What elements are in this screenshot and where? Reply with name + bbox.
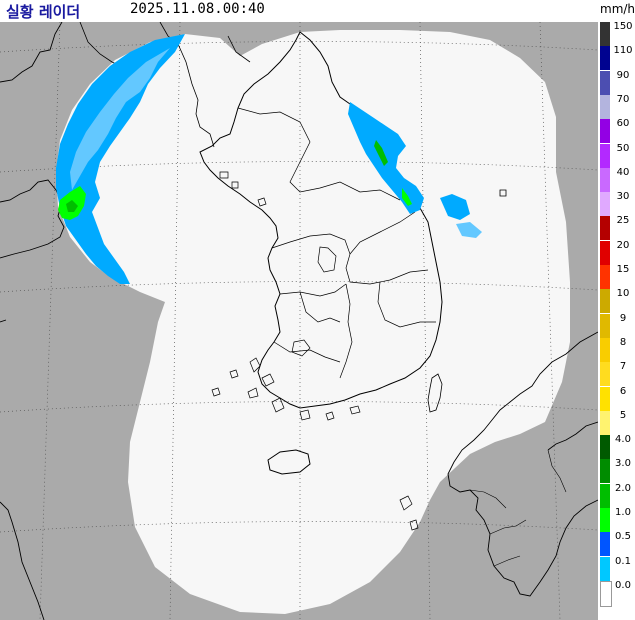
legend-swatch — [600, 289, 610, 314]
header-bar: 실황 레이더 2025.11.08.00:40 mm/h — [0, 0, 635, 22]
legend-swatch — [600, 435, 610, 460]
legend-label: 25 — [616, 215, 630, 227]
legend-item: 50 — [599, 142, 635, 168]
legend-swatch — [600, 483, 610, 508]
observation-timestamp: 2025.11.08.00:40 — [130, 1, 265, 17]
legend-item: 15 — [599, 264, 635, 289]
legend-swatch — [600, 240, 610, 265]
legend-label: 110 — [613, 45, 633, 57]
rain-echo-west-heavy-2 — [66, 200, 78, 212]
legend-item: 4.0 — [599, 434, 635, 460]
legend-item: 2.0 — [599, 482, 635, 508]
legend-label: 9 — [619, 312, 627, 324]
legend-swatch — [600, 459, 610, 484]
legend-item: 110 — [599, 45, 635, 71]
legend-label: 10 — [616, 288, 630, 300]
legend-label: 0.0 — [615, 579, 631, 591]
legend-item: 40 — [599, 166, 635, 192]
legend-swatch — [600, 386, 610, 411]
legend-swatch — [600, 265, 610, 289]
rain-echo-east-heavy-2 — [402, 188, 412, 206]
legend-item: 20 — [599, 239, 635, 265]
tsushima-island — [427, 373, 443, 413]
legend-item: 8 — [599, 336, 635, 362]
province-boundaries — [237, 107, 436, 379]
legend-swatch — [600, 192, 610, 217]
rain-echoes-west — [56, 34, 185, 284]
rain-echo-west-outer — [56, 34, 185, 284]
legend-swatch — [600, 167, 610, 192]
japan-prefecture-lines — [469, 449, 567, 567]
legend-label: 6 — [619, 385, 627, 397]
legend-swatch — [600, 94, 610, 119]
legend-unit: mm/h — [600, 2, 635, 16]
legend-label: 50 — [616, 142, 630, 154]
legend-swatch — [600, 216, 610, 241]
legend-swatch — [600, 532, 610, 557]
ulleung-island — [499, 189, 507, 197]
radar-coverage-area — [56, 30, 570, 614]
legend-item: 9 — [599, 312, 635, 338]
legend-item: 0.1 — [599, 555, 635, 581]
rain-echo-east-blob-1 — [440, 194, 470, 220]
legend-item: 6 — [599, 385, 635, 411]
rain-echo-east-blob-2 — [456, 222, 482, 238]
legend-item: 10 — [599, 288, 635, 314]
legend-label: 70 — [616, 93, 630, 105]
legend-swatch — [600, 70, 610, 95]
legend-label: 0.5 — [615, 531, 631, 543]
legend-label: 0.1 — [615, 555, 631, 567]
legend-label: 150 — [613, 21, 633, 32]
legend-item: 30 — [599, 191, 635, 217]
rain-echo-west-inner — [70, 48, 170, 190]
legend-swatch — [600, 337, 610, 362]
legend-item: 25 — [599, 215, 635, 241]
legend-label: 30 — [616, 191, 630, 203]
legend-label: 4.0 — [615, 434, 631, 446]
rain-echo-east-heavy — [374, 140, 388, 166]
legend-label: 60 — [616, 118, 630, 130]
legend-item: 7 — [599, 361, 635, 387]
legend-label: 3.0 — [615, 458, 631, 470]
legend-item: 0.0 — [599, 579, 635, 607]
legend-label: 8 — [619, 336, 627, 348]
legend-item: 1.0 — [599, 507, 635, 532]
precipitation-legend: 150 110 90 70 60 50 40 30 25 20 15 10 9 8 7 6 5 4.0 3.0 2.0… — [599, 21, 635, 612]
legend-swatch — [600, 556, 610, 581]
rain-echoes-east — [348, 102, 482, 238]
legend-swatch — [600, 119, 610, 144]
legend-item: 0.5 — [599, 531, 635, 557]
legend-label: 40 — [616, 166, 630, 178]
page-title: 실황 레이더 — [6, 3, 81, 21]
legend-label: 7 — [619, 361, 627, 373]
japan-coastline — [447, 331, 598, 597]
legend-item: 90 — [599, 69, 635, 95]
legend-item: 5 — [599, 409, 635, 435]
southwest-islands — [211, 171, 419, 531]
legend-swatch — [600, 46, 610, 71]
legend-swatch — [600, 143, 610, 168]
legend-label: 15 — [616, 264, 630, 275]
legend-label: 1.0 — [615, 507, 631, 518]
jeju-island — [267, 449, 311, 475]
radar-map — [0, 22, 598, 620]
legend-label: 20 — [616, 239, 630, 251]
legend-item: 60 — [599, 118, 635, 144]
legend-swatch — [600, 362, 610, 387]
legend-swatch — [600, 313, 610, 338]
legend-label: 90 — [616, 69, 630, 81]
legend-label: 2.0 — [615, 482, 631, 494]
legend-swatch — [600, 410, 610, 435]
legend-item: 3.0 — [599, 458, 635, 484]
legend-label: 5 — [619, 409, 627, 421]
legend-swatch — [600, 508, 610, 532]
legend-item: 150 — [599, 21, 635, 46]
legend-swatch — [600, 580, 612, 607]
legend-swatch — [600, 22, 610, 46]
legend-item: 70 — [599, 93, 635, 119]
